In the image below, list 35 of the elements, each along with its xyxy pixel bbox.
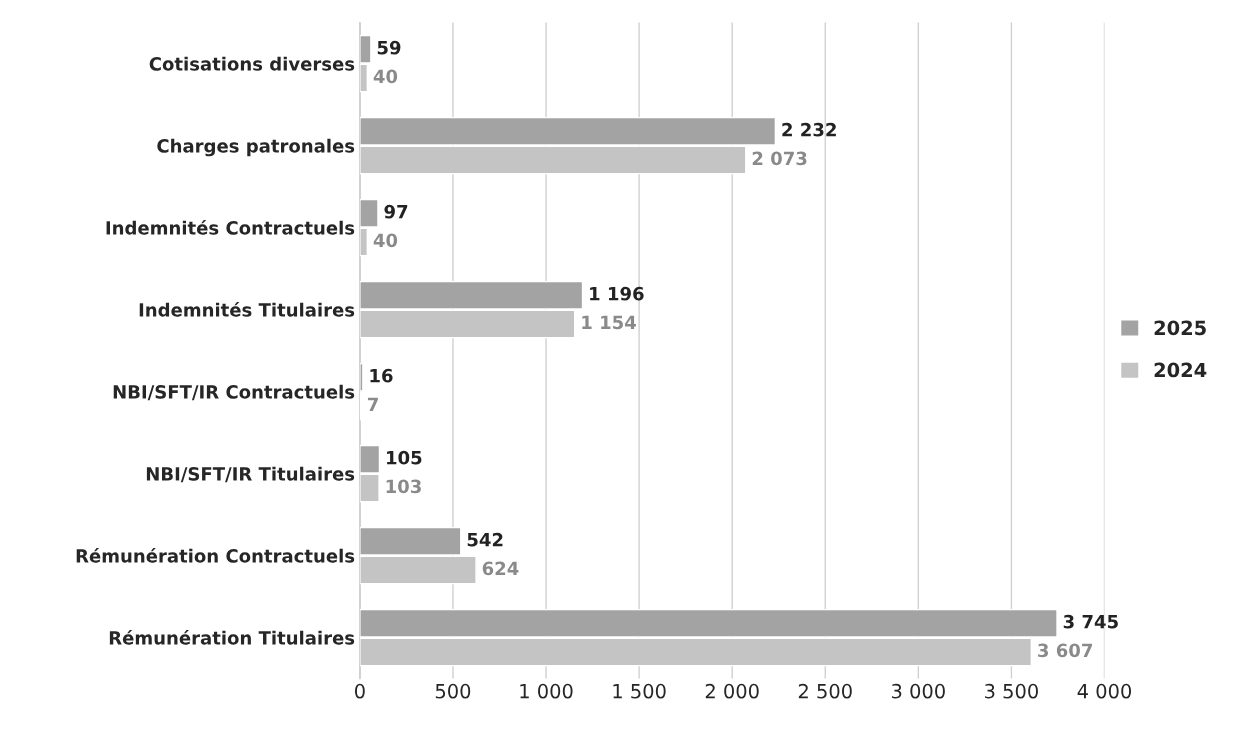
x-tick-label: 2 500	[798, 683, 852, 699]
data-label: 40	[373, 69, 398, 84]
y-tick-label: Cotisations diverses	[149, 56, 355, 71]
x-tick-label: 2 000	[705, 683, 759, 699]
data-label: 624	[482, 561, 519, 576]
data-label: 16	[370, 368, 393, 383]
x-tick-label: 4 000	[1077, 683, 1132, 699]
y-tick-label: Indemnités Contractuels	[106, 220, 355, 235]
data-label: 105	[387, 450, 422, 465]
y-tick-label: NBI/SFT/IR Titulaires	[146, 466, 355, 483]
y-tick-label: Indemnités Titulaires	[139, 302, 355, 317]
data-label: 3 607	[1038, 643, 1092, 658]
x-tick-label: 1 500	[613, 683, 666, 699]
data-label: 103	[386, 479, 421, 494]
data-label: 1 196	[590, 286, 644, 301]
data-label: 7	[367, 397, 378, 411]
x-tick-label: 3 000	[891, 683, 945, 699]
data-label: 97	[384, 204, 408, 219]
x-tick-label: 0	[354, 683, 365, 699]
data-label: 59	[377, 40, 401, 55]
data-label: 40	[373, 233, 398, 248]
data-label: 3 745	[1063, 614, 1118, 629]
legend-label: 2025	[1154, 320, 1206, 336]
data-label: 542	[467, 532, 503, 547]
data-label: 1 154	[582, 315, 636, 330]
x-tick-label: 3 500	[985, 683, 1038, 699]
y-tick-label: Rémunération Contractuels	[76, 548, 355, 563]
x-tick-label: 500	[435, 683, 471, 699]
legend-label: 2024	[1154, 362, 1207, 378]
y-tick-label: Charges patronales	[157, 138, 355, 157]
data-label: 2 232	[782, 122, 836, 137]
y-tick-label: Rémunération Titulaires	[109, 630, 355, 645]
data-label: 2 073	[752, 151, 807, 166]
y-tick-label: NBI/SFT/IR Contractuels	[113, 384, 355, 401]
x-tick-label: 1 000	[520, 683, 573, 699]
